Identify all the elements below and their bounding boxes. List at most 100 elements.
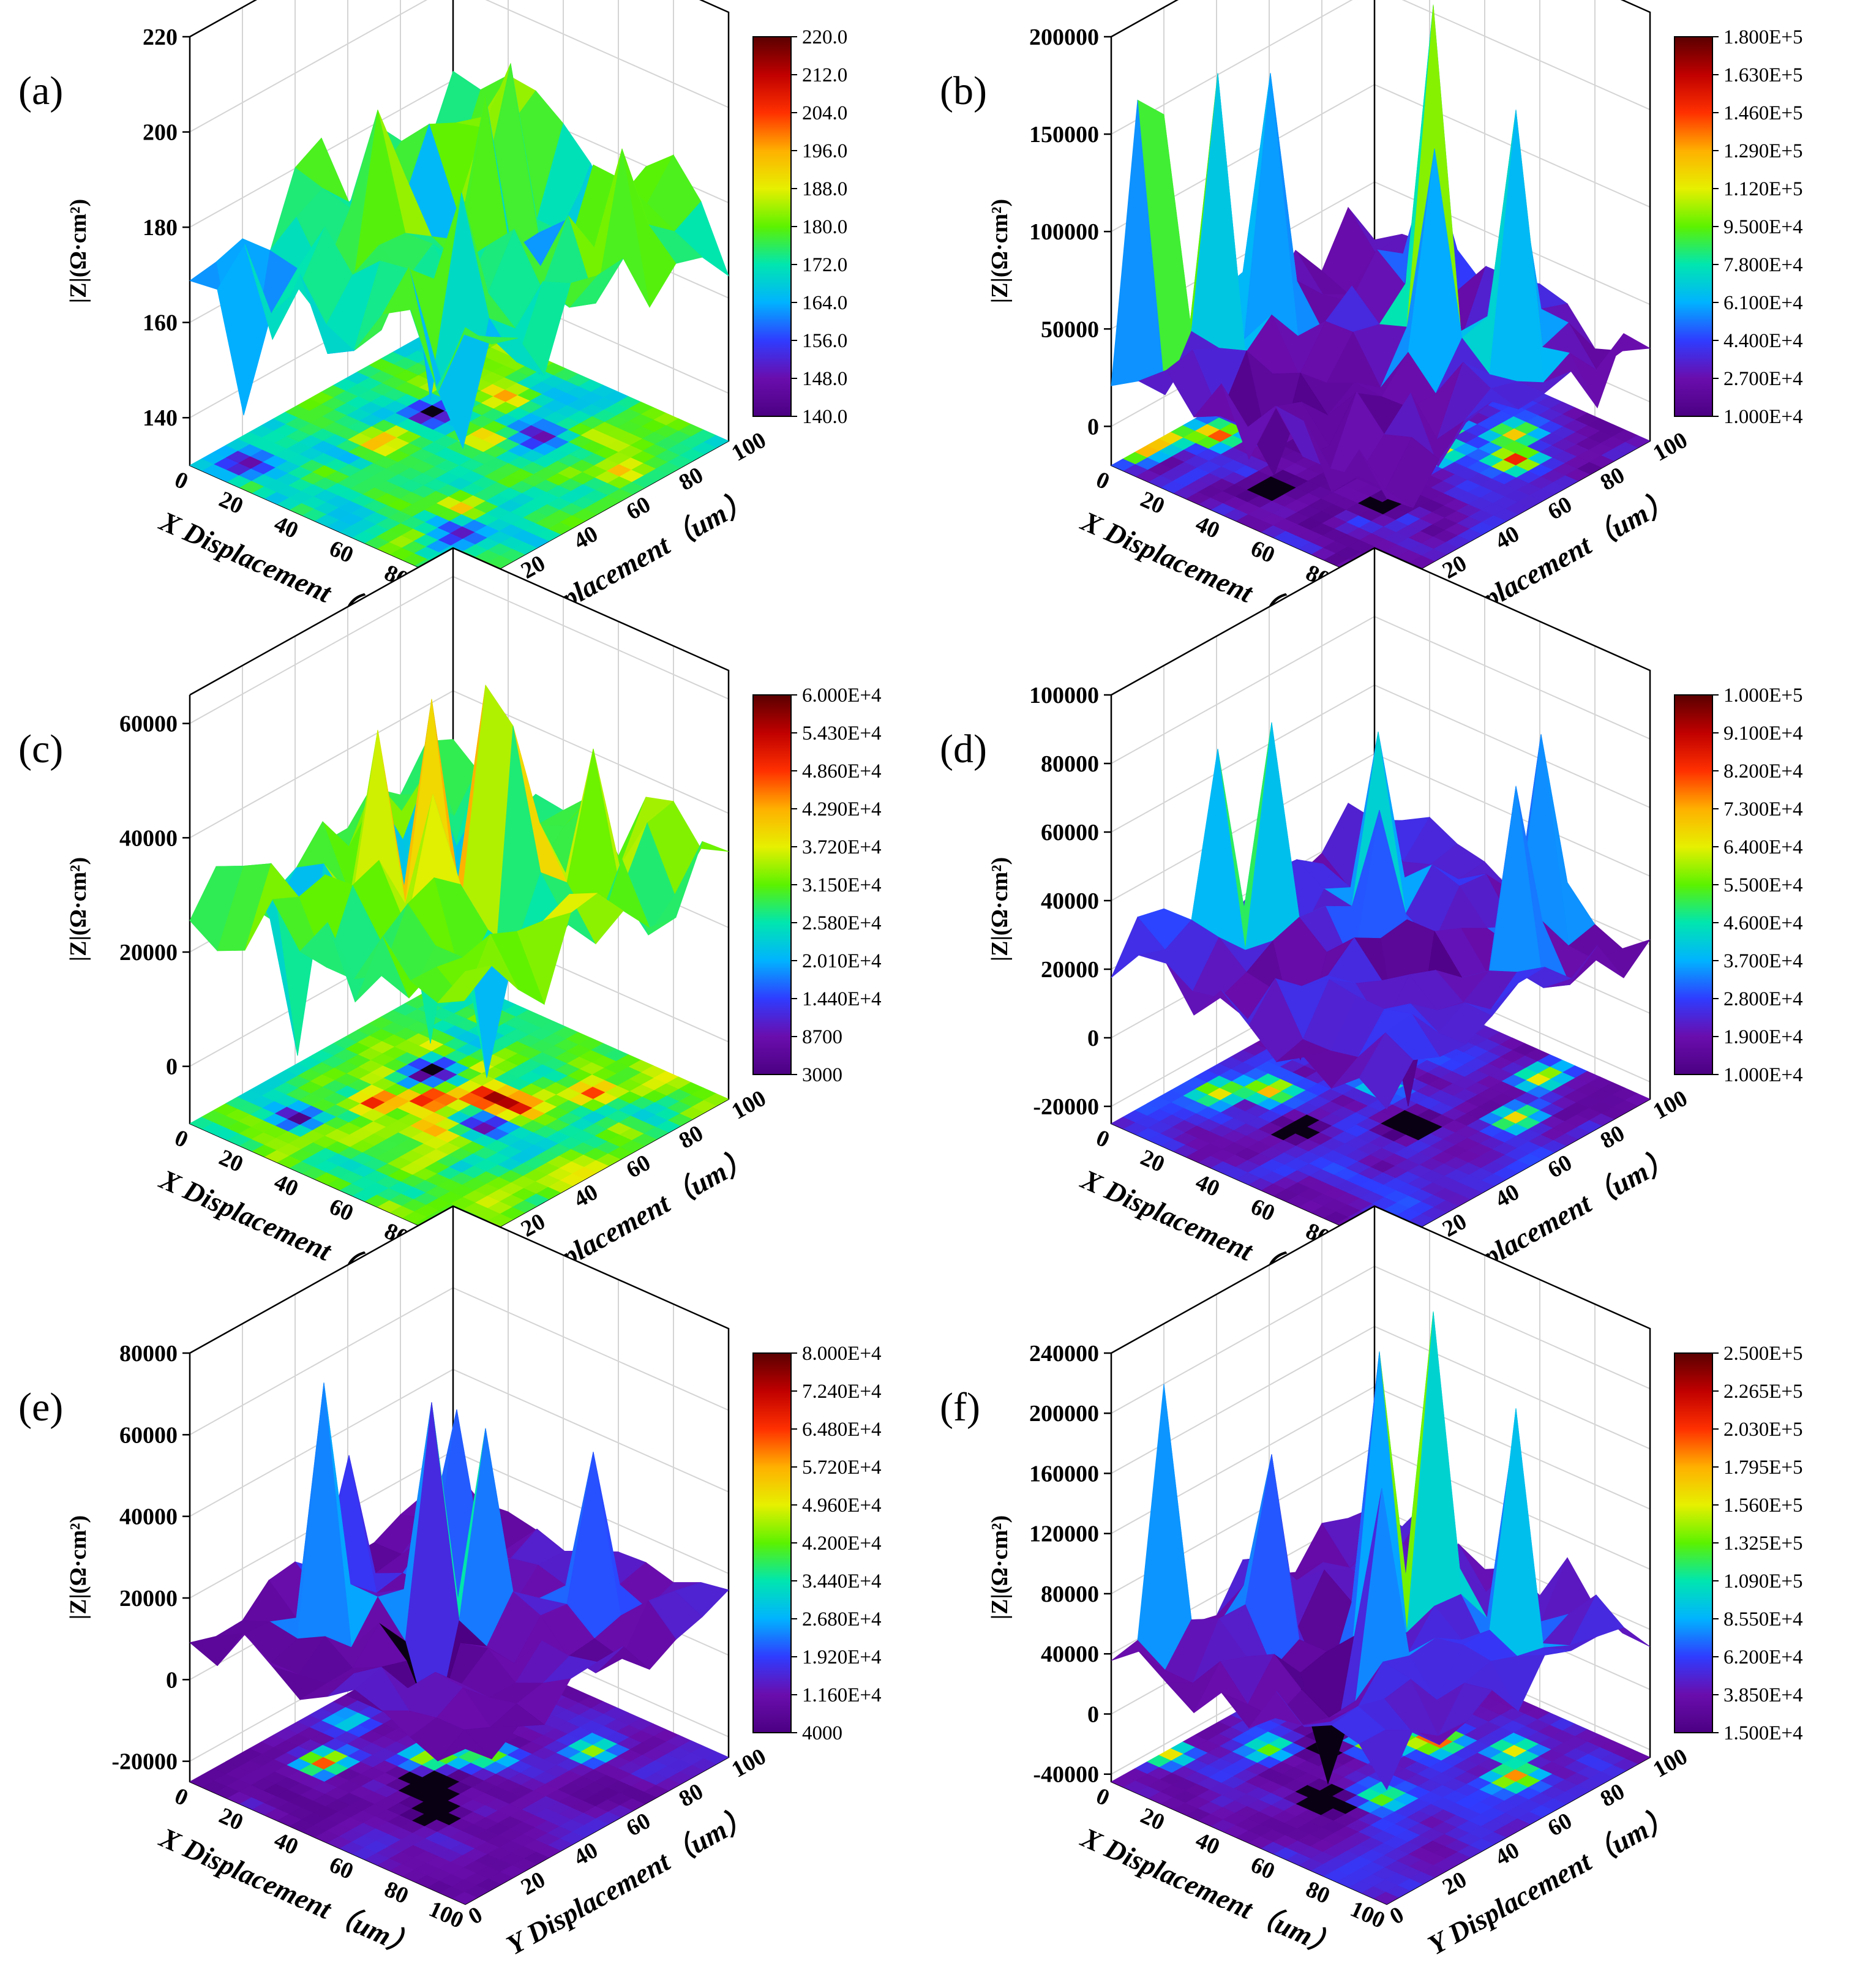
x-tick-label: 20 xyxy=(1137,1802,1169,1836)
colorbar-gradient xyxy=(752,694,792,1075)
colorbar-tick-label: 4.290E+4 xyxy=(802,798,882,820)
colorbar-tick-label: 9.100E+4 xyxy=(1723,722,1803,745)
z-tick-label: 100000 xyxy=(1029,683,1099,708)
colorbar-tick-label: 3.440E+4 xyxy=(802,1570,882,1592)
x-tick-label: 0 xyxy=(171,1783,192,1811)
x-tick-label: 20 xyxy=(1137,486,1169,519)
z-tick-label: 0 xyxy=(166,1054,178,1080)
z-tick-label: -20000 xyxy=(1033,1094,1099,1120)
colorbar-tick-label: 7.800E+4 xyxy=(1723,254,1803,276)
panel-label: (c) xyxy=(18,727,63,771)
z-tick-label: 150000 xyxy=(1029,122,1099,148)
colorbar-tick-label: 3.700E+4 xyxy=(1723,950,1803,972)
colorbar: 8.000E+4 7.240E+4 6.480E+4 5.720E+4 4.960E+4… xyxy=(752,1343,882,1744)
z-axis: -40000 0 40000 80000 120000 160000 200000 24000… xyxy=(987,1341,1111,1788)
z-axis: -20000 0 20000 40000 60000 80000 |Z|(Ω·cm²) xyxy=(66,1341,190,1775)
colorbar-tick-label: 2.800E+4 xyxy=(1723,988,1803,1010)
colorbar-tick-label: 180.0 xyxy=(802,216,847,238)
colorbar-tick-label: 6.200E+4 xyxy=(1723,1646,1803,1668)
panel-3: -20000 0 20000 40000 60000 80000 100000 |Z|(Ω·c… xyxy=(940,547,1803,1305)
x-tick-label: 60 xyxy=(1247,1851,1279,1885)
panel-label: (d) xyxy=(940,727,987,771)
colorbar: 220.0 212.0 204.0 196.0 188.0 180.0 172.0 164.0… xyxy=(752,26,847,428)
colorbar-tick-label: 2.010E+4 xyxy=(802,950,882,972)
colorbar-tick-label: 2.680E+4 xyxy=(802,1608,882,1630)
colorbar-tick-label: 1.160E+4 xyxy=(802,1684,882,1706)
colorbar-tick-label: 1.120E+5 xyxy=(1723,178,1803,200)
z-axis-title: |Z|(Ω·cm²) xyxy=(987,857,1013,961)
z-tick-label: 40000 xyxy=(119,825,178,851)
colorbar-tick-label: 6.480E+4 xyxy=(802,1419,882,1441)
colorbar-tick-label: 8.000E+4 xyxy=(802,1343,882,1365)
x-tick-label: 40 xyxy=(271,1169,302,1202)
colorbar-tick-label: 140.0 xyxy=(802,406,847,428)
colorbar-tick-label: 1.000E+5 xyxy=(1723,685,1803,707)
colorbar-tick-label: 3.720E+4 xyxy=(802,836,882,858)
z-tick-label: 60000 xyxy=(1041,820,1099,846)
colorbar-tick-label: 212.0 xyxy=(802,64,847,86)
colorbar-gradient xyxy=(1674,1352,1713,1733)
colorbar: 2.500E+5 2.265E+5 2.030E+5 1.795E+5 1.560E+5… xyxy=(1674,1343,1803,1744)
x-tick-label: 60 xyxy=(326,1851,358,1885)
colorbar: 6.000E+4 5.430E+4 4.860E+4 4.290E+4 3.720E+4… xyxy=(752,685,882,1086)
z-tick-label: 40000 xyxy=(119,1504,178,1530)
colorbar-tick-label: 1.290E+5 xyxy=(1723,140,1803,162)
colorbar-tick-label: 9.500E+4 xyxy=(1723,216,1803,238)
colorbar-tick-label: 3.850E+4 xyxy=(1723,1684,1803,1706)
z-tick-label: 60000 xyxy=(119,711,178,737)
colorbar-tick-label: 5.430E+4 xyxy=(802,722,882,745)
y-tick-label: 0 xyxy=(1386,1902,1408,1930)
colorbar-gradient xyxy=(1674,694,1713,1075)
z-tick-label: 80000 xyxy=(1041,1581,1099,1607)
colorbar-tick-label: 6.000E+4 xyxy=(802,685,882,707)
z-tick-label: 200000 xyxy=(1029,1401,1099,1427)
colorbar: 1.000E+5 9.100E+4 8.200E+4 7.300E+4 6.400E+4… xyxy=(1674,685,1803,1086)
colorbar-tick-label: 1.000E+4 xyxy=(1723,406,1803,428)
z-tick-label: 40000 xyxy=(1041,888,1099,914)
x-tick-label: 0 xyxy=(1092,1125,1113,1153)
z-axis: 140 160 180 200 220 |Z|(Ω·cm²) xyxy=(66,24,190,431)
colorbar-gradient xyxy=(752,1352,792,1733)
colorbar-tick-label: 1.460E+5 xyxy=(1723,102,1803,124)
z-tick-label: -20000 xyxy=(111,1749,178,1775)
x-tick-label: 80 xyxy=(1302,1876,1334,1909)
colorbar-tick-label: 1.900E+4 xyxy=(1723,1026,1803,1048)
colorbar-tick-label: 7.300E+4 xyxy=(1723,798,1803,820)
colorbar-tick-label: 156.0 xyxy=(802,330,847,352)
panel-label: (f) xyxy=(940,1385,980,1430)
x-tick-label: 0 xyxy=(171,1125,192,1153)
colorbar-tick-label: 1.920E+4 xyxy=(802,1646,882,1668)
colorbar-tick-label: 8700 xyxy=(802,1026,842,1048)
colorbar-tick-label: 1.560E+5 xyxy=(1723,1495,1803,1517)
floor-contour-map xyxy=(189,976,729,1247)
z-tick-label: 50000 xyxy=(1041,317,1099,342)
z-tick-label: 20000 xyxy=(119,940,178,966)
colorbar-tick-label: 2.265E+5 xyxy=(1723,1381,1803,1403)
z-tick-label: 120000 xyxy=(1029,1521,1099,1547)
z-tick-label: 0 xyxy=(1087,1026,1099,1051)
z-tick-label: 0 xyxy=(1087,414,1099,440)
surface-mesh xyxy=(1111,1311,1651,1790)
colorbar-tick-label: 1.630E+5 xyxy=(1723,64,1803,86)
z-tick-label: 0 xyxy=(166,1667,178,1693)
colorbar-tick-label: 1.500E+4 xyxy=(1723,1722,1803,1744)
x-tick-label: 40 xyxy=(1192,1827,1224,1860)
colorbar-tick-label: 164.0 xyxy=(802,292,847,314)
surface-mesh xyxy=(189,684,729,1078)
colorbar-tick-label: 2.500E+5 xyxy=(1723,1343,1803,1365)
colorbar-gradient xyxy=(1674,36,1713,417)
panel-label: (b) xyxy=(940,69,987,113)
z-axis: 0 50000 100000 150000 200000 |Z|(Ω·cm²) xyxy=(987,24,1111,440)
x-tick-label: 40 xyxy=(271,1827,302,1860)
x-tick-label: 60 xyxy=(1247,1193,1279,1226)
surface-cell xyxy=(1359,1729,1414,1790)
z-tick-label: 160 xyxy=(143,310,178,336)
z-tick-label: 80000 xyxy=(119,1341,178,1367)
colorbar-tick-label: 196.0 xyxy=(802,140,847,162)
z-tick-label: 180 xyxy=(143,215,178,241)
panel-1: 0 50000 100000 150000 200000 |Z|(Ω·cm²) 0 20 40 6… xyxy=(940,0,1803,647)
z-axis-title: |Z|(Ω·cm²) xyxy=(987,199,1013,303)
x-tick-label: 20 xyxy=(216,486,247,519)
